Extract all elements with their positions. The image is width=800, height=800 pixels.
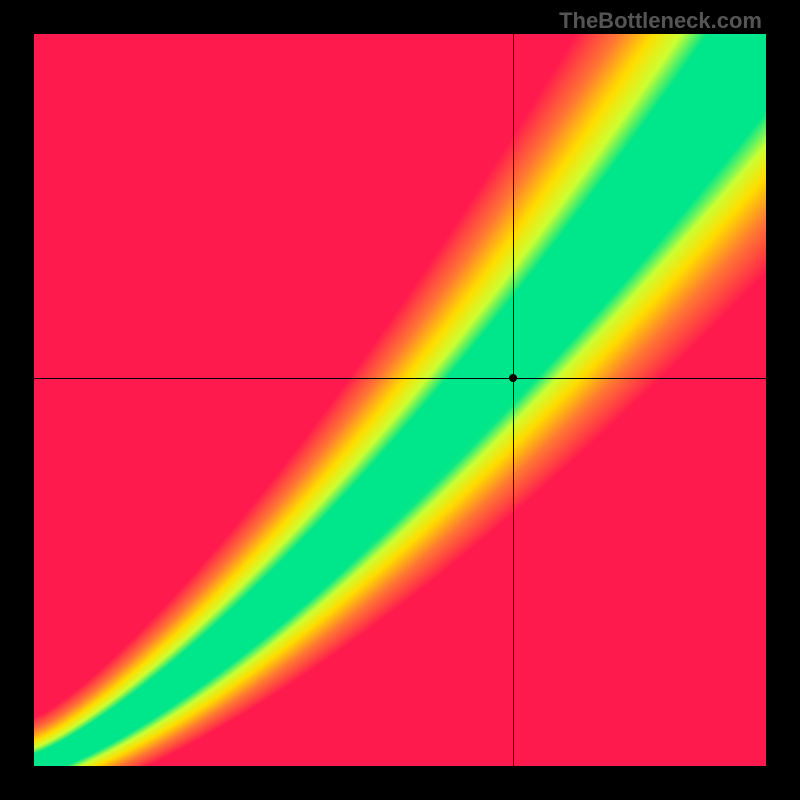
- heatmap-plot: [34, 34, 766, 766]
- watermark-text: TheBottleneck.com: [559, 8, 762, 34]
- heatmap-canvas: [34, 34, 766, 766]
- crosshair-horizontal: [34, 378, 766, 379]
- marker-dot: [509, 374, 517, 382]
- crosshair-vertical: [513, 34, 514, 766]
